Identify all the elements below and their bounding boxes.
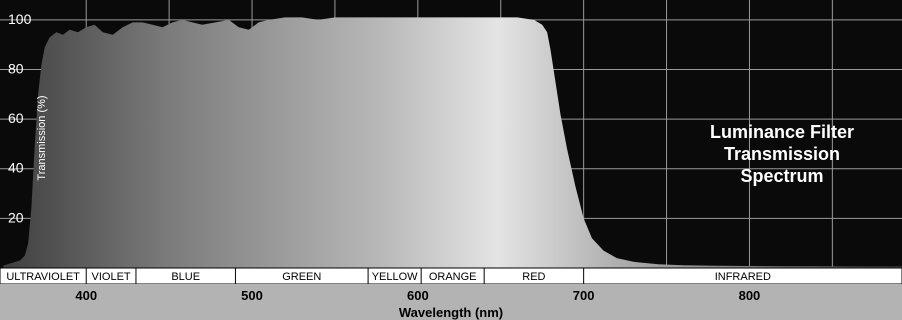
y-tick-label: 80 [8, 60, 24, 76]
band-label: RED [522, 271, 545, 283]
band-label: ORANGE [429, 271, 477, 283]
x-tick-label: 500 [241, 288, 263, 303]
band-label: VIOLET [92, 271, 131, 283]
x-axis-strip [0, 284, 902, 320]
band-label: BLUE [171, 271, 200, 283]
x-tick-label: 400 [75, 288, 97, 303]
band-label: YELLOW [372, 271, 418, 283]
title-line-3: Spectrum [740, 166, 823, 186]
band-label: INFRARED [715, 271, 771, 283]
y-tick-label: 40 [8, 160, 24, 176]
x-tick-labels: 400 500 600 700 800 [75, 288, 760, 303]
y-tick-label: 20 [8, 209, 24, 225]
color-bands: ULTRAVIOLET VIOLET BLUE GREEN YELLOW ORANGE RE… [6, 268, 771, 284]
band-label: GREEN [282, 271, 321, 283]
y-tick-label: 100 [8, 11, 32, 27]
y-tick-label: 60 [8, 110, 24, 126]
title-line-2: Transmission [724, 144, 840, 164]
y-tick-labels: 20 40 60 80 100 [8, 11, 32, 226]
title-line-1: Luminance Filter [710, 122, 854, 142]
y-axis-label: Transmission (%) [36, 95, 48, 180]
x-tick-label: 600 [407, 288, 429, 303]
transmission-curve-area [3, 17, 902, 269]
chart-title: Luminance Filter Transmission Spectrum [710, 122, 854, 186]
x-axis-label: Wavelength (nm) [399, 305, 503, 320]
x-tick-label: 700 [573, 288, 595, 303]
band-label: ULTRAVIOLET [6, 271, 80, 283]
x-tick-label: 800 [739, 288, 761, 303]
